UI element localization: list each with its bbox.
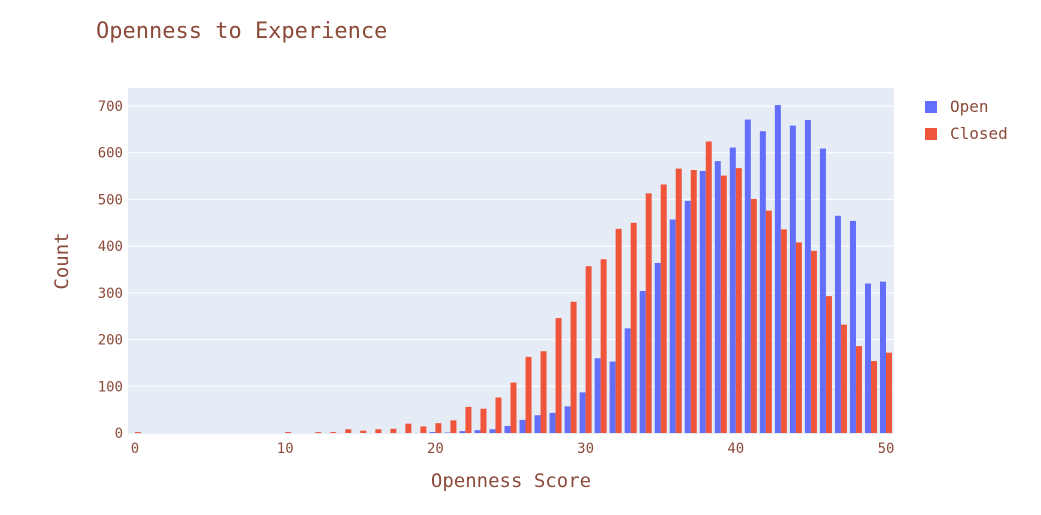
x-axis-ticks: 0 10 20 30 40 50 xyxy=(131,441,895,457)
bar-open xyxy=(699,170,706,433)
bar-open xyxy=(654,262,661,433)
bar-open xyxy=(624,328,631,433)
bar-closed xyxy=(765,210,772,433)
x-tick-label: 20 xyxy=(427,441,444,457)
bar-closed xyxy=(450,420,457,433)
bar-closed xyxy=(285,432,292,433)
bar-closed xyxy=(495,397,502,433)
y-tick-label: 300 xyxy=(98,286,123,302)
y-tick-label: 0 xyxy=(115,426,123,442)
legend-label-closed: Closed xyxy=(950,124,1008,143)
bar-closed xyxy=(525,356,532,433)
y-axis-ticks: 0 100 200 300 400 500 600 700 xyxy=(98,99,123,442)
bar-closed xyxy=(390,428,397,433)
bar-closed xyxy=(886,352,893,433)
bar-open xyxy=(804,120,811,433)
bar-closed xyxy=(420,426,427,433)
bar-closed xyxy=(135,432,142,433)
grid-lines xyxy=(128,105,894,387)
bar-open xyxy=(774,105,781,434)
bar-closed xyxy=(315,432,322,433)
x-tick-label: 50 xyxy=(878,441,895,457)
bar-open xyxy=(459,431,466,433)
x-tick-label: 0 xyxy=(131,441,139,457)
bar-closed xyxy=(330,432,337,433)
x-axis-title: Openness Score xyxy=(431,470,591,492)
bar-closed xyxy=(360,430,367,433)
y-tick-label: 500 xyxy=(98,192,123,208)
bar-open xyxy=(849,220,856,433)
bar-open xyxy=(759,131,766,433)
bar-open xyxy=(864,283,871,433)
bar-open xyxy=(594,358,601,433)
y-tick-label: 100 xyxy=(98,379,123,395)
x-tick-label: 30 xyxy=(577,441,594,457)
bar-closed xyxy=(870,361,877,433)
bar-open xyxy=(564,406,571,433)
bar-open xyxy=(609,361,616,433)
bar-open xyxy=(429,432,436,433)
bar-closed xyxy=(750,198,757,433)
bar-closed xyxy=(690,169,697,433)
bar-open xyxy=(489,429,496,433)
bar-open xyxy=(819,148,826,433)
bar-closed xyxy=(585,266,592,433)
bar-open xyxy=(639,290,646,433)
bar-open xyxy=(744,119,751,433)
bar-closed xyxy=(615,228,622,433)
bar-open xyxy=(879,281,886,433)
bar-closed xyxy=(735,168,742,433)
bar-closed xyxy=(720,175,727,433)
bar-open xyxy=(549,412,556,433)
bar-open xyxy=(579,392,586,433)
bar-closed xyxy=(675,168,682,433)
legend-swatch-closed xyxy=(925,128,937,140)
bar-closed xyxy=(555,318,562,433)
bar-open xyxy=(684,200,691,433)
bar-closed xyxy=(645,193,652,433)
bars xyxy=(135,105,893,434)
bar-open xyxy=(474,430,481,433)
bar-closed xyxy=(600,259,607,433)
bar-closed xyxy=(345,429,352,433)
y-tick-label: 700 xyxy=(98,99,123,115)
bar-open xyxy=(714,161,721,433)
bar-open xyxy=(504,425,511,433)
bar-closed xyxy=(510,382,517,433)
bar-open xyxy=(729,147,736,433)
bar-open xyxy=(834,215,841,433)
x-tick-label: 10 xyxy=(277,441,294,457)
bar-closed xyxy=(855,346,862,433)
legend: Open Closed xyxy=(925,97,1008,143)
bar-closed xyxy=(405,423,412,433)
y-tick-label: 600 xyxy=(98,146,123,162)
bar-closed xyxy=(660,184,667,433)
y-tick-label: 200 xyxy=(98,333,123,349)
bar-open xyxy=(789,125,796,434)
bar-closed xyxy=(810,250,817,433)
bar-closed xyxy=(780,229,787,433)
legend-swatch-open xyxy=(925,101,937,113)
legend-label-open: Open xyxy=(950,97,989,116)
bar-open xyxy=(669,219,676,433)
bar-closed xyxy=(570,301,577,433)
bar-closed xyxy=(375,429,382,433)
chart-title: Openness to Experience xyxy=(96,19,387,44)
bar-closed xyxy=(465,406,472,433)
bar-closed xyxy=(840,324,847,433)
x-tick-label: 40 xyxy=(727,441,744,457)
bar-closed xyxy=(825,296,832,433)
bar-open xyxy=(534,415,541,433)
y-tick-label: 400 xyxy=(98,239,123,255)
bar-closed xyxy=(540,351,547,433)
bar-closed xyxy=(705,141,712,433)
y-axis-title: Count xyxy=(51,232,73,289)
bar-closed xyxy=(795,242,802,433)
bar-closed xyxy=(480,408,487,433)
bar-closed xyxy=(630,222,637,433)
bar-open xyxy=(519,419,526,433)
bar-closed xyxy=(435,423,442,433)
